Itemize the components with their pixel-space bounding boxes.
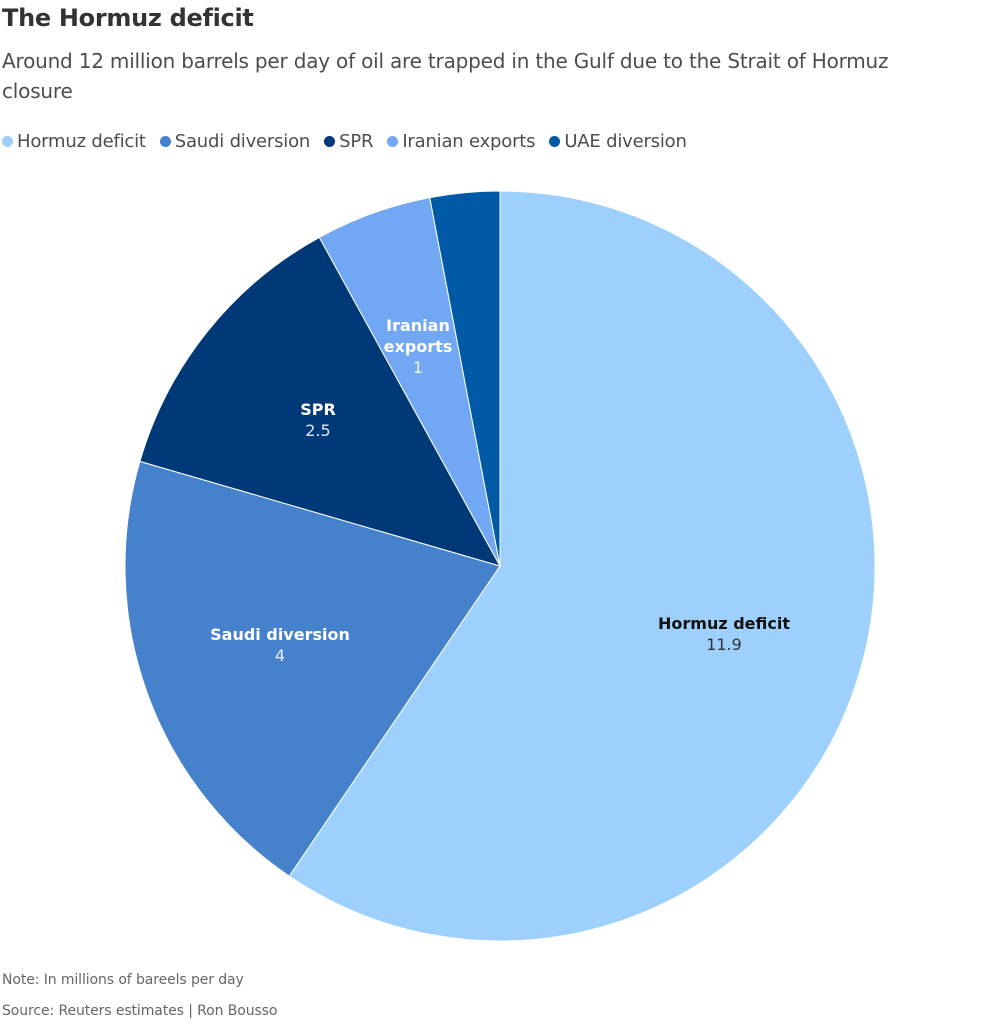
legend: Hormuz deficit Saudi diversion SPR Irani… bbox=[2, 131, 701, 152]
legend-label: Hormuz deficit bbox=[17, 131, 146, 152]
legend-dot-icon bbox=[159, 136, 171, 147]
slice-label-name-line2: exports bbox=[383, 337, 453, 356]
legend-label: Iranian exports bbox=[402, 131, 536, 152]
slice-label-iranian-exports: Iranian exports 1 bbox=[384, 315, 453, 378]
slice-label-name: SPR bbox=[300, 400, 336, 419]
slice-label-value: 4 bbox=[274, 646, 286, 665]
slice-label-value: 11.9 bbox=[706, 635, 742, 654]
slice-label-spr: SPR 2.5 bbox=[300, 399, 336, 441]
pie-slice-uae-diversion[interactable] bbox=[429, 190, 501, 567]
slice-label-hormuz-deficit: Hormuz deficit 11.9 bbox=[658, 613, 790, 655]
legend-item-hormuz-deficit[interactable]: Hormuz deficit bbox=[2, 131, 146, 152]
pie-slice-saudi-diversion[interactable] bbox=[124, 460, 501, 877]
legend-dot-icon bbox=[324, 136, 336, 147]
legend-item-saudi-diversion[interactable]: Saudi diversion bbox=[159, 131, 311, 152]
pie-slice-hormuz-deficit[interactable] bbox=[288, 190, 876, 942]
slice-label-name: Hormuz deficit bbox=[658, 614, 790, 633]
pie-slice-spr[interactable] bbox=[139, 236, 502, 567]
footer-note: Note: In millions of bareels per day bbox=[2, 972, 244, 988]
slice-label-name: Saudi diversion bbox=[210, 625, 350, 644]
slice-label-name: Iranian bbox=[386, 316, 450, 335]
legend-dot-icon bbox=[2, 136, 13, 147]
chart-subtitle: Around 12 million barrels per day of oil… bbox=[2, 49, 889, 103]
legend-label: Saudi diversion bbox=[174, 131, 311, 152]
legend-item-uae-diversion[interactable]: UAE diversion bbox=[549, 131, 687, 152]
slice-label-value: 1 bbox=[412, 358, 424, 377]
slice-label-saudi-diversion: Saudi diversion 4 bbox=[210, 624, 350, 666]
chart-title: The Hormuz deficit bbox=[2, 4, 254, 32]
legend-label: UAE diversion bbox=[564, 131, 687, 152]
legend-dot-icon bbox=[549, 136, 561, 147]
legend-dot-icon bbox=[387, 136, 399, 147]
legend-item-iranian-exports[interactable]: Iranian exports bbox=[387, 131, 536, 152]
pie-slices bbox=[124, 190, 876, 942]
legend-item-spr[interactable]: SPR bbox=[324, 131, 374, 152]
footer-source: Source: Reuters estimates | Ron Bousso bbox=[2, 1003, 278, 1019]
legend-label: SPR bbox=[339, 131, 374, 152]
slice-label-value: 2.5 bbox=[305, 421, 331, 440]
